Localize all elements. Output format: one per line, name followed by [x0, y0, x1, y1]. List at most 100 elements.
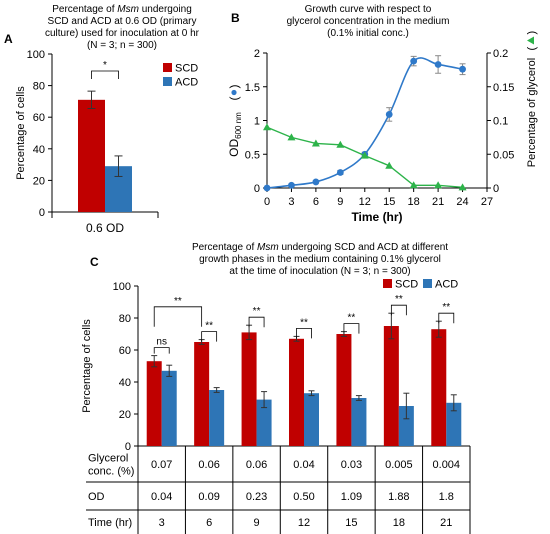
od-point — [459, 65, 466, 73]
y-tick-label: 40 — [119, 377, 131, 389]
x-tick-label: 21 — [432, 196, 444, 208]
glycerol-point — [434, 181, 443, 189]
chart-a-title: culture) used for inoculation at 0 hr — [45, 28, 200, 39]
significance-bracket-label: ** — [205, 321, 213, 332]
left-label-open-paren: ( — [227, 97, 241, 101]
bar-scd — [146, 361, 162, 446]
left-y-tick-label: 0.5 — [245, 149, 260, 161]
right-y-tick-label: 0.15 — [493, 82, 514, 94]
bar-scd — [289, 338, 304, 446]
bar-scd — [431, 329, 447, 446]
significance-bracket — [248, 316, 265, 328]
x-tick-label: 15 — [383, 196, 395, 208]
y-tick-label: 60 — [119, 345, 131, 357]
x-tick-label: 6 — [313, 196, 319, 208]
table-cell: 1.8 — [439, 491, 454, 503]
chart-c-title-part: at the time of inoculation (N = 3; n = 3… — [229, 266, 410, 277]
bar-acd — [209, 390, 225, 446]
significance-bracket — [438, 312, 455, 324]
panel-label-a: A — [4, 32, 13, 46]
x-tick-label: 24 — [456, 196, 468, 208]
od-point — [312, 178, 320, 186]
bar-scd — [241, 332, 257, 446]
glycerol-point — [336, 140, 345, 148]
bar-scd — [383, 326, 399, 446]
chart-c-title-part: undergoing SCD and ACD at different — [279, 242, 449, 253]
y-tick-label: 20 — [33, 175, 45, 187]
y-tick-label: 20 — [119, 409, 131, 421]
od-point — [336, 169, 344, 176]
left-label-close-paren: ) — [227, 85, 241, 89]
legend-label-scd: SCD — [175, 63, 198, 75]
table-cell: 0.50 — [293, 491, 314, 503]
significance-bracket-long — [153, 306, 203, 327]
glycerol-point — [360, 151, 369, 159]
od-curve — [266, 57, 463, 189]
table-cell: 18 — [393, 517, 405, 529]
chart-a-title-part: (N = 3; n = 300) — [87, 40, 157, 51]
chart-a-title: (N = 3; n = 300) — [87, 40, 157, 51]
legend-swatch-acd — [423, 279, 432, 288]
table-cell: 0.03 — [341, 459, 362, 471]
right-y-tick-label: 0.2 — [493, 48, 508, 60]
legend-label-scd: SCD — [395, 279, 418, 291]
y-tick-label: 100 — [27, 49, 45, 61]
bar-scd — [336, 334, 352, 446]
chart-c-title-part: Percentage of — [192, 242, 257, 253]
od-subscript: 600 nm — [234, 112, 243, 139]
bar-acd — [398, 406, 414, 446]
table-cell: 0.04 — [151, 491, 172, 503]
chart-b-title: (0.1% initial conc.) — [327, 28, 409, 39]
chart-a-title: SCD and ACD at 0.6 OD (primary — [48, 16, 197, 27]
bar-acd — [351, 398, 367, 446]
significance-bracket-label: ** — [348, 313, 356, 324]
right-y-tick-label: 0 — [493, 183, 499, 195]
right-y-tick-label: 0.1 — [493, 116, 508, 128]
right-y-axis-label-text: Percentage of glycerol — [526, 58, 538, 167]
table-row-label: conc. (%) — [88, 466, 134, 478]
od-point — [288, 181, 295, 189]
bar-scd — [194, 342, 210, 446]
table-cell: 0.09 — [198, 491, 219, 503]
left-y-tick-label: 1.5 — [245, 82, 260, 94]
y-axis-label: Percentage of cells — [15, 86, 27, 180]
significance-bracket-label: ns — [156, 337, 167, 348]
x-tick-label: 18 — [408, 196, 420, 208]
table-row-label: Time (hr) — [88, 517, 132, 529]
y-tick-label: 0 — [125, 441, 131, 453]
glycerol-point — [385, 161, 394, 169]
chart-c-title-part: growth phases in the medium containing 0… — [199, 254, 441, 265]
panel-label-c: C — [90, 255, 99, 269]
y-tick-label: 80 — [119, 313, 131, 325]
table-cell: 0.004 — [433, 459, 461, 471]
od-point — [263, 184, 271, 192]
chart-b-title: glycerol concentration in the medium — [287, 16, 450, 27]
significance-bracket-label: * — [103, 60, 107, 71]
significance-bracket-label: ** — [253, 306, 261, 317]
table-row-label: Glycerol — [88, 453, 128, 465]
significance-bracket — [153, 347, 170, 354]
y-tick-label: 80 — [33, 81, 45, 93]
legend-swatch-acd — [163, 77, 172, 86]
bar-acd — [446, 402, 462, 446]
glycerol-point — [311, 139, 320, 147]
panel-label-b: B — [231, 11, 240, 25]
table-cell: 0.04 — [293, 459, 314, 471]
table-cell: 12 — [298, 517, 310, 529]
right-y-tick-label: 0.05 — [493, 149, 514, 161]
glycerol-point — [409, 181, 418, 189]
significance-bracket — [390, 304, 407, 316]
y-axis-label: Percentage of cells — [81, 319, 93, 413]
left-label-marker — [231, 89, 237, 96]
chart-a-title-part: undergoing — [139, 4, 192, 15]
legend-swatch-scd — [383, 279, 392, 288]
od-label: OD — [227, 139, 241, 157]
table-cell: 0.06 — [198, 459, 219, 471]
table-cell: 21 — [440, 517, 452, 529]
od-point — [434, 61, 442, 68]
table-cell: 1.09 — [341, 491, 362, 503]
table-row-label: OD — [88, 491, 105, 503]
left-y-tick-label: 0 — [254, 183, 260, 195]
